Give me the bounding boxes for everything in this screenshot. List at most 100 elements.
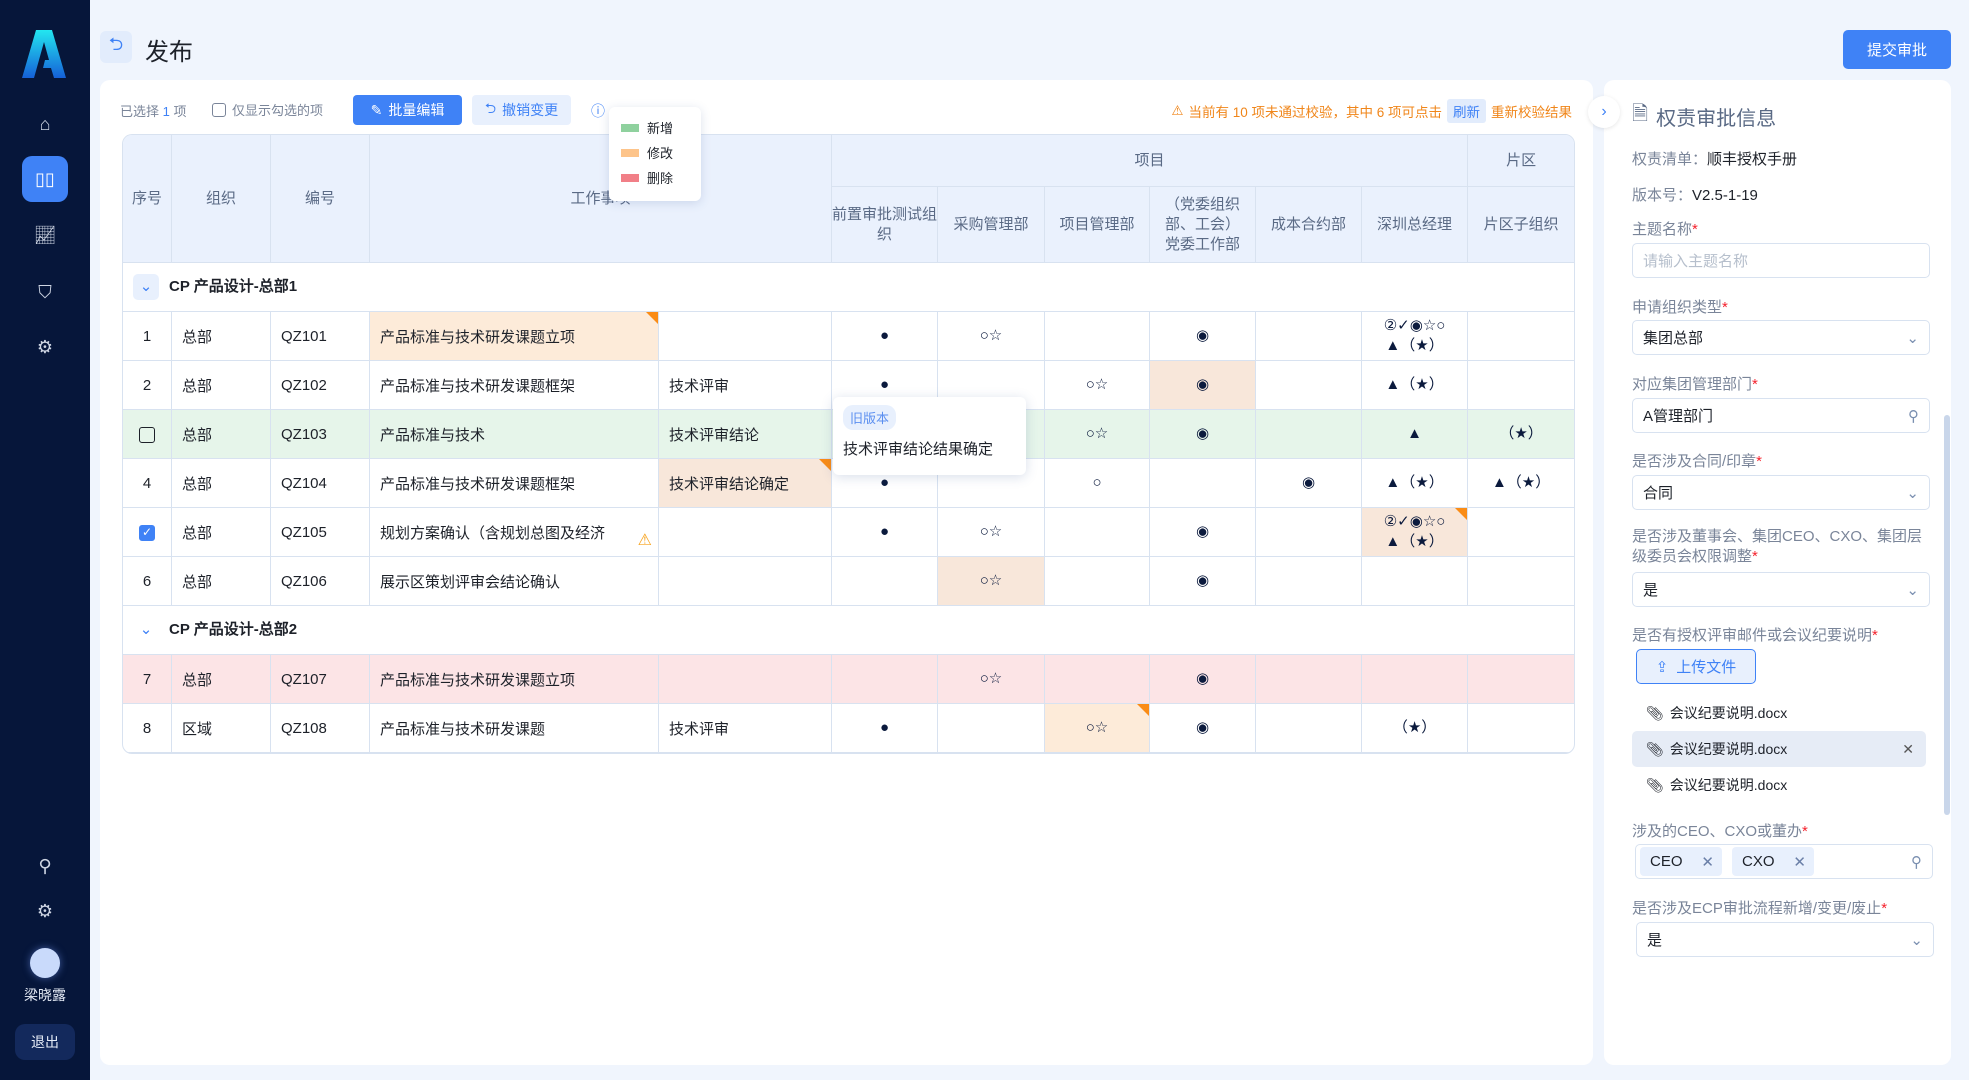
authority-cell[interactable]: ○☆ (938, 508, 1046, 557)
only-checked-toggle[interactable]: 仅显示勾选的项 (212, 100, 323, 119)
search-icon[interactable]: ⚲ (38, 855, 52, 876)
authority-cell[interactable]: ▲ (1362, 410, 1469, 459)
authority-cell[interactable] (1256, 704, 1363, 753)
authority-cell[interactable]: ◉ (1150, 704, 1257, 753)
row-checkbox[interactable] (139, 426, 155, 443)
authority-cell[interactable] (1256, 312, 1363, 361)
authority-cell[interactable] (832, 557, 939, 606)
authority-cell[interactable]: ○ (1045, 459, 1151, 508)
checkbox[interactable] (212, 102, 226, 117)
file-name[interactable]: 会议纪要说明.docx (1669, 777, 1788, 793)
authority-cell[interactable]: ● (832, 508, 939, 557)
row-checkbox[interactable]: ✓ (139, 524, 155, 541)
ecp-select[interactable]: 是 ⌄ (1636, 922, 1934, 957)
authority-cell[interactable] (1256, 410, 1363, 459)
authority-cell[interactable] (1468, 655, 1575, 704)
authority-cell[interactable]: ◉ (1150, 557, 1257, 606)
authority-cell[interactable] (1256, 557, 1363, 606)
authority-cell[interactable] (1362, 557, 1469, 606)
authority-cell[interactable]: ◉ (1150, 410, 1257, 459)
ceo-tag-input[interactable]: CEO ✕ CXO ✕ ⚲ (1635, 844, 1933, 879)
search-icon[interactable]: ⚲ (1908, 407, 1919, 425)
search-icon[interactable]: ⚲ (1911, 853, 1922, 871)
authority-cell[interactable] (1468, 557, 1575, 606)
table-row[interactable]: 4 总部 QZ104 产品标准与技术研发课题框架 技术评审结论确定 ● ○ ◉ ▲（★） ▲（★） (123, 459, 1575, 508)
authority-cell[interactable]: ②✓◉☆○ ▲（★） (1362, 508, 1469, 557)
undo-changes-button[interactable]: ⮌ 撤销变更 (472, 95, 571, 125)
remove-tag-icon[interactable]: ✕ (1793, 853, 1806, 871)
refresh-link[interactable]: 刷新 (1447, 99, 1486, 123)
authority-cell[interactable] (1256, 655, 1363, 704)
authority-cell[interactable]: ▲（★） (1362, 361, 1469, 410)
authority-cell[interactable]: ● (832, 704, 939, 753)
authority-cell[interactable] (1468, 508, 1575, 557)
authority-cell[interactable] (1468, 312, 1575, 361)
authority-cell[interactable]: ◉ (1150, 361, 1257, 410)
remove-file-icon[interactable]: ✕ (1902, 740, 1914, 757)
authority-cell[interactable]: ○☆ (1045, 361, 1151, 410)
authority-cell[interactable]: ○☆ (938, 557, 1046, 606)
authority-cell[interactable]: ◉ (1256, 459, 1363, 508)
logout-button[interactable]: 退出 (15, 1024, 75, 1060)
row-seq[interactable]: ✓ (123, 508, 172, 557)
authority-cell[interactable] (938, 704, 1046, 753)
table-row[interactable]: 8 区域 QZ108 产品标准与技术研发课题 技术评审 ● ○☆ ◉ （★） (123, 704, 1575, 753)
authority-cell[interactable]: ◉ (1150, 312, 1257, 361)
authority-cell[interactable]: （★） (1362, 704, 1469, 753)
authority-cell[interactable]: ◉ (1150, 508, 1257, 557)
authority-cell[interactable] (1256, 508, 1363, 557)
org-type-select[interactable]: 集团总部 ⌄ (1632, 320, 1930, 355)
authority-cell[interactable] (1045, 508, 1151, 557)
chevron-down-icon[interactable]: ⌄ (133, 274, 159, 300)
table-row[interactable]: 6 总部 QZ106 展示区策划评审会结论确认 ○☆ ◉ (123, 557, 1575, 606)
settings-icon[interactable]: ⚙ (36, 900, 54, 921)
authority-cell[interactable] (1045, 557, 1151, 606)
group-row[interactable]: ⌄ CP 产品设计-总部2 (123, 606, 1575, 655)
nav-chart-icon[interactable]: 📈︎ (33, 224, 57, 245)
authority-cell[interactable] (1468, 704, 1575, 753)
chevron-down-icon[interactable]: ⌄ (139, 621, 153, 638)
file-name[interactable]: 会议纪要说明.docx (1669, 705, 1788, 721)
authority-cell[interactable]: ◉ (1150, 655, 1257, 704)
batch-edit-button[interactable]: ✎ 批量编辑 (353, 95, 462, 125)
board-select[interactable]: 是 ⌄ (1632, 572, 1930, 607)
authority-cell[interactable]: ②✓◉☆○ ▲（★） (1362, 312, 1469, 361)
info-icon[interactable]: ⓘ (591, 103, 605, 119)
authority-cell[interactable] (1256, 361, 1363, 410)
nav-shield-icon[interactable]: ⛉ (38, 281, 52, 302)
authority-cell[interactable]: ○☆ (1045, 704, 1151, 753)
authority-cell[interactable]: ▲（★） (1468, 459, 1575, 508)
table-row[interactable]: 1 总部 QZ101 产品标准与技术研发课题立项 ● ○☆ ◉ ②✓◉☆○ ▲（★） (123, 312, 1575, 361)
nav-book-icon[interactable]: ▯▯ (22, 156, 68, 202)
file-item[interactable]: 📎︎ 会议纪要说明.docx ✕ (1632, 731, 1926, 767)
avatar[interactable] (30, 948, 60, 978)
row-seq[interactable] (123, 410, 172, 459)
topic-input[interactable]: 请输入主题名称 (1632, 243, 1930, 278)
authority-cell[interactable]: ○☆ (938, 312, 1046, 361)
authority-cell[interactable]: ● (832, 312, 939, 361)
authority-cell[interactable] (1362, 655, 1469, 704)
remove-tag-icon[interactable]: ✕ (1701, 853, 1714, 871)
authority-cell[interactable] (938, 459, 1046, 508)
authority-cell[interactable]: ● (832, 459, 939, 508)
submit-approval-button[interactable]: 提交审批 (1843, 30, 1951, 69)
file-item[interactable]: 📎︎ 会议纪要说明.docx (1632, 767, 1926, 803)
file-name[interactable]: 会议纪要说明.docx (1669, 741, 1788, 757)
upload-file-button[interactable]: ⇪ 上传文件 (1636, 649, 1756, 684)
authority-cell[interactable]: ○☆ (1045, 410, 1151, 459)
authority-cell[interactable] (832, 655, 939, 704)
nav-home-icon[interactable]: ⌂ (39, 113, 51, 134)
authority-cell[interactable] (1150, 459, 1257, 508)
authority-cell[interactable] (1045, 312, 1151, 361)
authority-cell[interactable] (1468, 361, 1575, 410)
dept-search-input[interactable]: A管理部门 ⚲ (1632, 398, 1930, 433)
authority-cell[interactable]: ▲（★） (1362, 459, 1469, 508)
table-row[interactable]: 7 总部 QZ107 产品标准与技术研发课题立项 ○☆ ◉ (123, 655, 1575, 704)
table-row[interactable]: ✓ 总部 QZ105 规划方案确认（含规划总图及经济 ⚠ ● ○☆ ◉ ②✓◉☆○ ▲（★） (123, 508, 1575, 557)
back-button[interactable]: ⮌ (100, 31, 132, 63)
file-item[interactable]: 📎︎ 会议纪要说明.docx (1632, 695, 1926, 731)
authority-cell[interactable] (1045, 655, 1151, 704)
table-row[interactable]: 2 总部 QZ102 产品标准与技术研发课题框架 技术评审 ● ○☆ ◉ ▲（★） (123, 361, 1575, 410)
group-row[interactable]: ⌄ CP 产品设计-总部1 (123, 263, 1575, 312)
panel-scrollbar[interactable] (1944, 415, 1950, 815)
